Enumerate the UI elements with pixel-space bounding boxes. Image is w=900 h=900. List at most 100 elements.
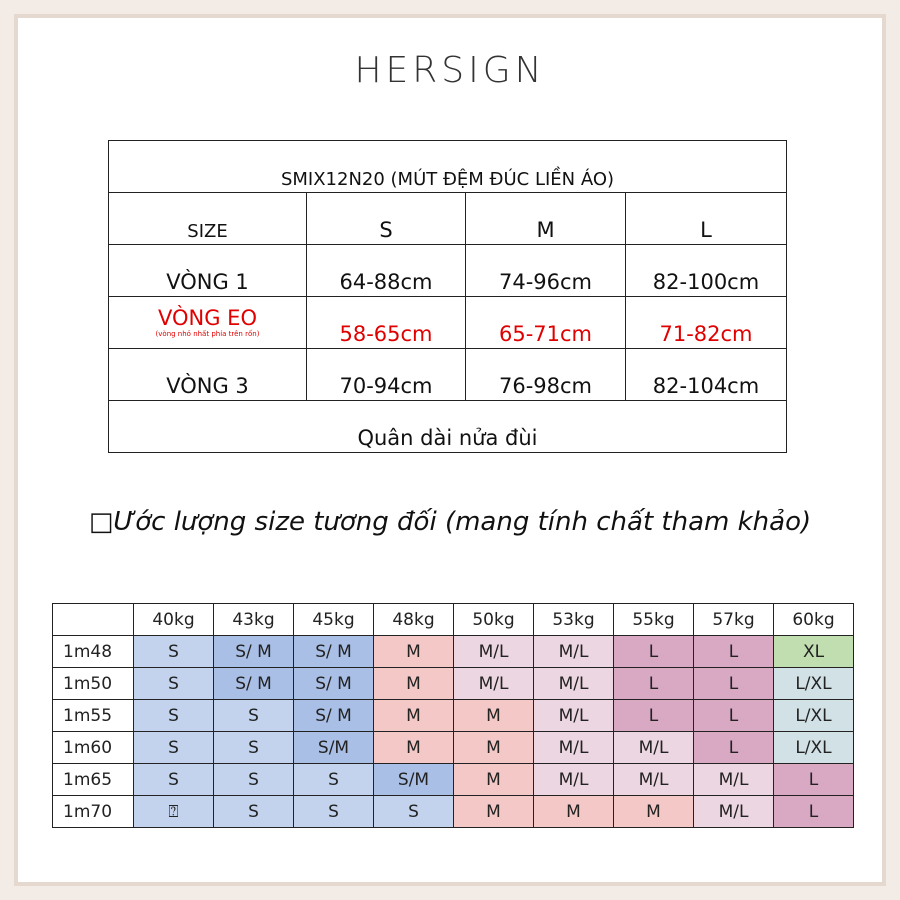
header-row: SIZE S M L — [108, 192, 787, 245]
table-footer: Quân dài nửa đùi — [108, 400, 787, 453]
row-label-text: VÒNG EO — [158, 305, 257, 330]
size-cell: M — [373, 667, 454, 700]
size-cell: S — [213, 763, 294, 796]
size-cell: S/ M — [293, 667, 374, 700]
weight-header: 60kg — [773, 603, 854, 636]
row: 1m50 S S/ M S/ M M M/L M/L L L L/XL — [52, 667, 854, 700]
size-cell: S/ M — [293, 635, 374, 668]
size-cell: M/L — [533, 699, 614, 732]
column-header: SIZE — [108, 192, 307, 245]
height-label: 1m55 — [52, 699, 134, 732]
row: SMIX12N20 (MÚT ĐỆM ĐÚC LIỀN ÁO) — [108, 140, 787, 193]
measure-cell: 64-88cm — [306, 244, 466, 297]
size-cell: M — [453, 795, 534, 828]
row: 1m55 S S S/ M M M M/L L L L/XL — [52, 699, 854, 732]
size-cell: S/M — [293, 731, 374, 764]
size-cell: M — [453, 731, 534, 764]
weight-header: 55kg — [613, 603, 694, 636]
size-cell: M — [533, 795, 614, 828]
weight-header: 43kg — [213, 603, 294, 636]
row: VÒNG 1 64-88cm 74-96cm 82-100cm — [108, 244, 787, 297]
size-cell: M/L — [533, 763, 614, 796]
size-cell: S — [373, 795, 454, 828]
size-cell: M/L — [533, 667, 614, 700]
size-cell: S — [133, 763, 214, 796]
size-cell: L/XL — [773, 731, 854, 764]
size-cell: M/L — [613, 731, 694, 764]
table-title: SMIX12N20 (MÚT ĐỆM ĐÚC LIỀN ÁO) — [108, 140, 787, 193]
column-header: M — [465, 192, 626, 245]
height-label: 1m65 — [52, 763, 134, 796]
size-cell: M — [373, 731, 454, 764]
weight-header: 40kg — [133, 603, 214, 636]
weight-header: 57kg — [693, 603, 774, 636]
row: Quân dài nửa đùi — [108, 400, 787, 453]
size-cell: L — [613, 699, 694, 732]
corner-cell — [52, 603, 134, 636]
size-cell: M — [613, 795, 694, 828]
size-table: SMIX12N20 (MÚT ĐỆM ĐÚC LIỀN ÁO) SIZE S M L VÒ… — [108, 140, 787, 453]
size-cell: M — [453, 763, 534, 796]
size-cell: S — [293, 763, 374, 796]
size-cell: M/L — [613, 763, 694, 796]
brand: HERSIGN — [354, 50, 546, 91]
row: 1m65 S S S S/M M M/L M/L M/L L — [52, 763, 854, 796]
size-cell: S/M — [373, 763, 454, 796]
size-cell: S — [133, 699, 214, 732]
size-cell: M/L — [453, 635, 534, 668]
estimate-table: 40kg 43kg 45kg 48kg 50kg 53kg 55kg 57kg 60kg 1m48… — [52, 603, 854, 828]
size-cell: S — [133, 731, 214, 764]
size-cell: S — [213, 731, 294, 764]
size-cell: L — [613, 667, 694, 700]
size-cell: M — [373, 635, 454, 668]
row: 1m60 S S S/M M M M/L M/L L L/XL — [52, 731, 854, 764]
size-cell: S/ M — [213, 635, 294, 668]
weight-header: 45kg — [293, 603, 374, 636]
waist-note: (vòng nhỏ nhất phía trên rốn) — [155, 329, 260, 338]
height-label: 1m50 — [52, 667, 134, 700]
row: VÒNG 3 70-94cm 76-98cm 82-104cm — [108, 348, 787, 401]
size-cell: M/L — [533, 731, 614, 764]
heading: □Ước lượng size tương đối (mang tính chấ… — [88, 507, 812, 537]
size-cell: L/XL — [773, 699, 854, 732]
size-cell: M/L — [693, 795, 774, 828]
size-cell: ⍰ — [133, 795, 214, 828]
measure-cell: 71-82cm — [625, 296, 787, 349]
size-cell: L — [773, 795, 854, 828]
measure-cell: 65-71cm — [465, 296, 626, 349]
header-row: 40kg 43kg 45kg 48kg 50kg 53kg 55kg 57kg 60kg — [52, 603, 854, 636]
size-cell: L — [693, 699, 774, 732]
measure-cell: 76-98cm — [465, 348, 626, 401]
row: VÒNG EO (vòng nhỏ nhất phía trên rốn) 58-6… — [108, 296, 787, 349]
size-cell: S — [213, 795, 294, 828]
size-cell: M/L — [693, 763, 774, 796]
measure-cell: 82-104cm — [625, 348, 787, 401]
column-header: S — [306, 192, 466, 245]
size-cell: S — [293, 795, 374, 828]
size-cell: S/ M — [293, 699, 374, 732]
size-cell: S — [133, 635, 214, 668]
size-cell: L — [613, 635, 694, 668]
weight-header: 53kg — [533, 603, 614, 636]
weight-header: 48kg — [373, 603, 454, 636]
row-label-text: VÒNG 3 — [166, 374, 249, 398]
weight-header: 50kg — [453, 603, 534, 636]
row-label: VÒNG EO (vòng nhỏ nhất phía trên rốn) — [108, 296, 307, 349]
row-label: VÒNG 1 — [108, 244, 307, 297]
size-cell: M/L — [533, 635, 614, 668]
height-label: 1m48 — [52, 635, 134, 668]
height-label: 1m60 — [52, 731, 134, 764]
size-cell: S — [213, 699, 294, 732]
measure-cell: 70-94cm — [306, 348, 466, 401]
size-cell: S — [133, 667, 214, 700]
measure-cell: 58-65cm — [306, 296, 466, 349]
size-cell: L — [773, 763, 854, 796]
size-cell: XL — [773, 635, 854, 668]
column-header: L — [625, 192, 787, 245]
size-cell: L/XL — [773, 667, 854, 700]
row: 1m70 ⍰ S S S M M M M/L L — [52, 795, 854, 828]
size-cell: M — [373, 699, 454, 732]
size-cell: L — [693, 635, 774, 668]
size-cell: S/ M — [213, 667, 294, 700]
